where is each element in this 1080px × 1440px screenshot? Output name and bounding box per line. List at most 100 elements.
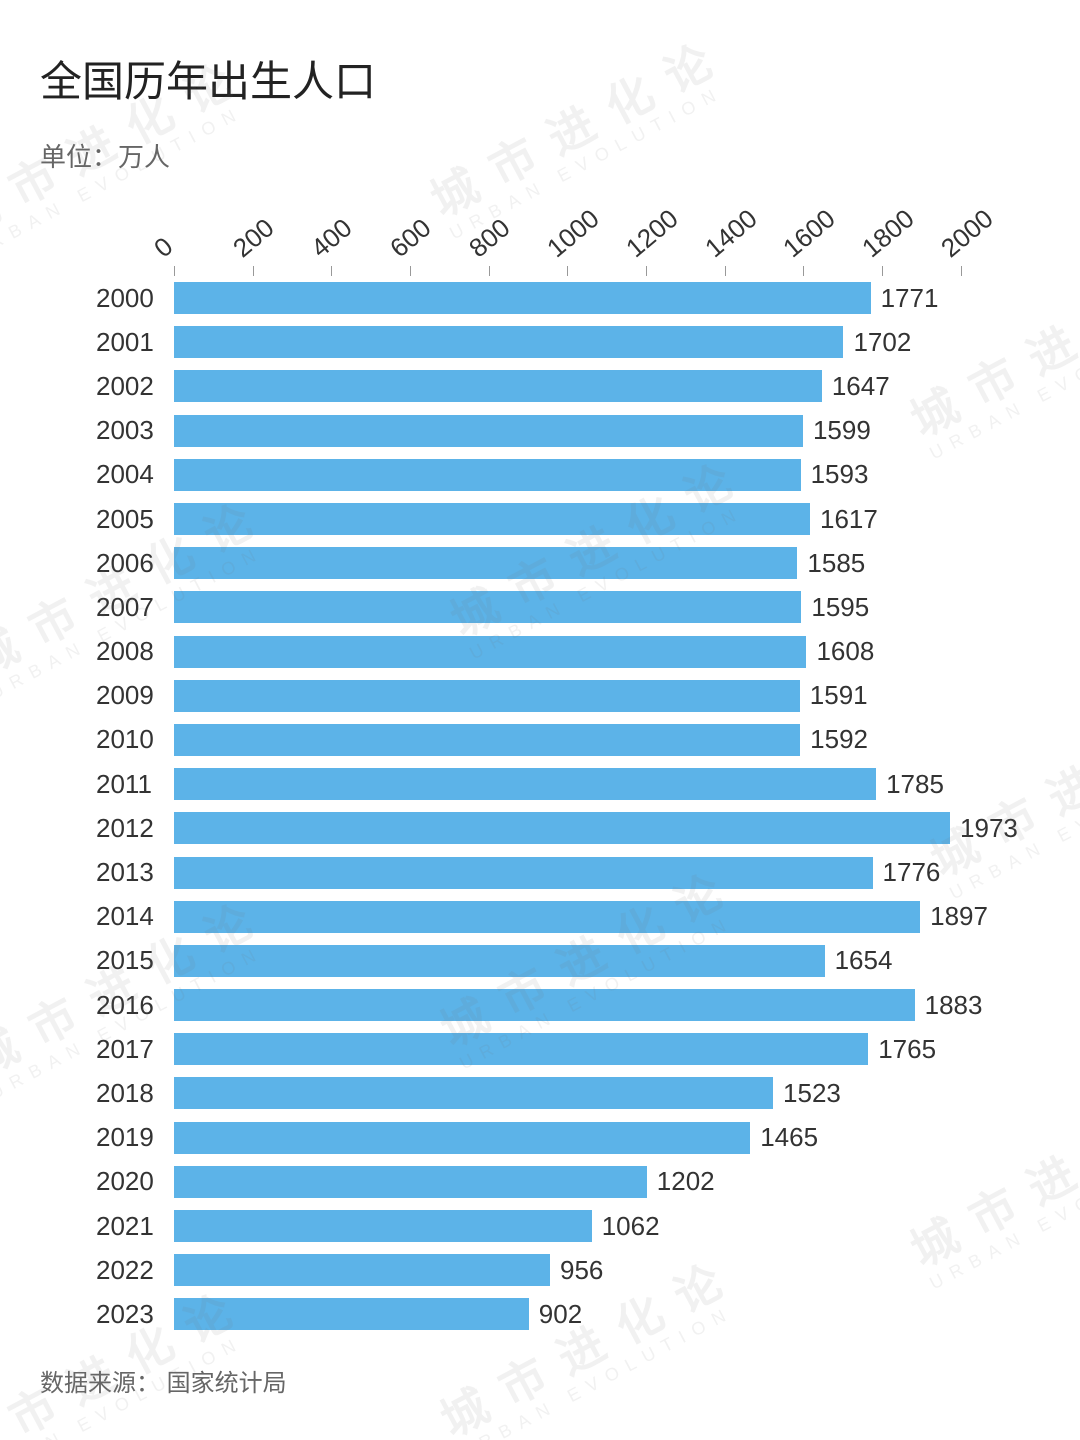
bar-value-label: 1785 (886, 769, 944, 800)
bar-row: 20011702 (96, 320, 1000, 364)
bar (174, 636, 806, 668)
bar-year-label: 2005 (96, 504, 174, 535)
bar-row: 2010 1592 (96, 718, 1000, 762)
bar-year-label: 2009 (96, 680, 174, 711)
bar-track: 1776 (174, 850, 1000, 894)
bar-row: 20031599 (96, 409, 1000, 453)
chart-area: 0200400600800100012001400160018002000 20… (96, 210, 1000, 1337)
bar-row: 20201202 (96, 1160, 1000, 1204)
bar (174, 768, 876, 800)
bar-value-label: 1765 (878, 1034, 936, 1065)
x-axis-tickmark (253, 266, 254, 276)
bar-year-label: 2004 (96, 459, 174, 490)
bars-group: 2000 1771 20011702200216472003159920041593… (96, 270, 1000, 1337)
bar-value-label: 1465 (760, 1122, 818, 1153)
bar-year-label: 2000 (96, 283, 174, 314)
x-axis-tickmark (646, 266, 647, 276)
x-axis-tick: 2000 (935, 203, 999, 264)
source-value: 国家统计局 (167, 1370, 287, 1397)
x-axis-tick: 400 (305, 212, 358, 264)
x-axis-tickmark (331, 266, 332, 276)
bar-row: 20021647 (96, 364, 1000, 408)
bar-value-label: 1592 (810, 724, 868, 755)
bar-row: 20211062 (96, 1204, 1000, 1248)
bar-value-label: 902 (539, 1299, 582, 1330)
bar-row: 20181523 (96, 1071, 1000, 1115)
bar-year-label: 2016 (96, 990, 174, 1021)
bar-row: 2009 1591 (96, 674, 1000, 718)
bar-year-label: 2019 (96, 1122, 174, 1153)
bar-row: 2000 1771 (96, 276, 1000, 320)
bar-row: 2006 1585 (96, 541, 1000, 585)
bar-track: 1608 (174, 630, 1000, 674)
chart-container: 全国历年出生人口 单位：万人 0200400600800100012001400… (0, 0, 1080, 1438)
bar (174, 282, 871, 314)
bar-value-label: 1585 (807, 548, 865, 579)
bar-track: 1771 (174, 276, 1000, 320)
bar-value-label: 1617 (820, 504, 878, 535)
bar-year-label: 2012 (96, 813, 174, 844)
bar-track: 1785 (174, 762, 1000, 806)
bar-track: 1765 (174, 1027, 1000, 1071)
bar (174, 326, 843, 358)
bar-value-label: 1973 (960, 813, 1018, 844)
bar-row: 20071595 (96, 585, 1000, 629)
chart-title: 全国历年出生人口 (40, 48, 1040, 109)
x-axis-tickmark (567, 266, 568, 276)
bar-year-label: 2002 (96, 371, 174, 402)
bar-row: 20081608 (96, 630, 1000, 674)
x-axis-tick: 1200 (620, 203, 684, 264)
bar-track: 1883 (174, 983, 1000, 1027)
bar-year-label: 2022 (96, 1255, 174, 1286)
bar-year-label: 2010 (96, 724, 174, 755)
bar-year-label: 2017 (96, 1034, 174, 1065)
bar (174, 1210, 592, 1242)
bar-value-label: 956 (560, 1255, 603, 1286)
x-axis: 0200400600800100012001400160018002000 (96, 210, 1000, 270)
bar-track: 1654 (174, 939, 1000, 983)
bar-track: 902 (174, 1292, 1000, 1336)
bar-value-label: 1599 (813, 415, 871, 446)
bar-row: 20041593 (96, 453, 1000, 497)
data-source: 数据来源： 国家统计局 (40, 1363, 1040, 1398)
bar-value-label: 1771 (881, 283, 939, 314)
bar-value-label: 1897 (930, 901, 988, 932)
bar-value-label: 1591 (810, 680, 868, 711)
bar-track: 1599 (174, 409, 1000, 453)
x-axis-tick: 1600 (777, 203, 841, 264)
x-axis-tick: 1000 (541, 203, 605, 264)
x-axis-tickmark (410, 266, 411, 276)
x-axis-tickmark (803, 266, 804, 276)
bar-year-label: 2015 (96, 945, 174, 976)
x-axis-tick: 1800 (856, 203, 920, 264)
bar-track: 1585 (174, 541, 1000, 585)
bar-year-label: 2006 (96, 548, 174, 579)
bar-year-label: 2014 (96, 901, 174, 932)
bar-value-label: 1523 (783, 1078, 841, 1109)
bar (174, 503, 810, 535)
bar-row: 20161883 (96, 983, 1000, 1027)
bar-value-label: 1776 (883, 857, 941, 888)
bar-track: 1595 (174, 585, 1000, 629)
bar-year-label: 2021 (96, 1211, 174, 1242)
bar-track: 1591 (174, 674, 1000, 718)
chart-subtitle: 单位：万人 (40, 137, 1040, 174)
bar-value-label: 1608 (816, 636, 874, 667)
bar-value-label: 1595 (811, 592, 869, 623)
bar-row: 2014 1897 (96, 895, 1000, 939)
bar (174, 812, 950, 844)
bar-value-label: 1654 (835, 945, 893, 976)
bar-row: 2019 1465 (96, 1116, 1000, 1160)
bar (174, 591, 801, 623)
bar (174, 1077, 773, 1109)
x-axis-tickmark (174, 266, 175, 276)
bar-row: 2015 1654 (96, 939, 1000, 983)
x-axis-tick: 800 (463, 212, 516, 264)
bar (174, 945, 825, 977)
source-label: 数据来源： (40, 1370, 160, 1397)
bar (174, 547, 797, 579)
bar (174, 1298, 529, 1330)
bar-row: 20111785 (96, 762, 1000, 806)
bar (174, 415, 803, 447)
bar-year-label: 2001 (96, 327, 174, 358)
